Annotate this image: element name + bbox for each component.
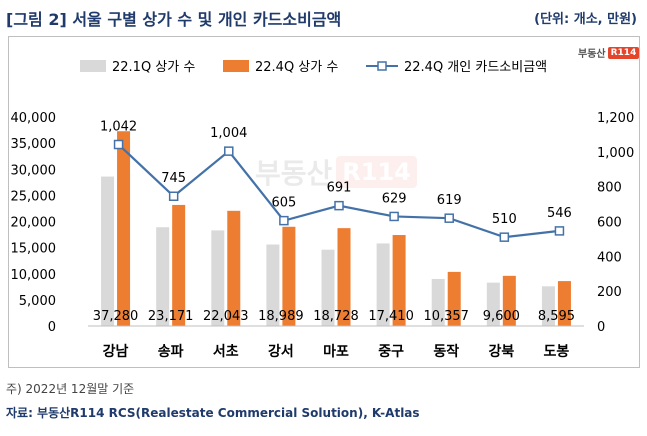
logo-box: R114 <box>607 46 640 59</box>
line-point-marker <box>168 191 179 201</box>
bar-22-4q <box>172 204 186 326</box>
legend-label: 22.1Q 상가 수 <box>112 60 195 75</box>
line-point-marker <box>113 139 124 150</box>
watermark-text: 부동산 <box>255 157 333 190</box>
line-value-label: 510 <box>492 212 517 227</box>
y-left-tick-label: 30,000 <box>11 163 57 178</box>
bar-22-4q <box>447 271 461 326</box>
bar-22-1q <box>321 249 335 326</box>
bar-value-label: 37,280 <box>93 309 139 324</box>
x-tick-label: 마포 <box>323 344 349 360</box>
y-right-tick-label: 800 <box>597 181 622 196</box>
bar-22-1q <box>376 243 390 326</box>
bar-22-1q <box>211 230 225 326</box>
bar-value-label: 10,357 <box>423 309 469 324</box>
bar-22-1q <box>486 282 500 326</box>
line-point-marker <box>334 200 344 211</box>
bar-22-4q <box>502 275 516 326</box>
y-left-tick-label: 15,000 <box>11 242 57 257</box>
line-value-label: 629 <box>382 191 407 206</box>
line-point-marker <box>554 226 565 236</box>
chart-title: [그림 2] 서울 구별 상가 수 및 개인 카드소비금액 <box>6 10 342 29</box>
y-left-tick-label: 20,000 <box>11 216 57 231</box>
line-point-marker <box>389 211 399 222</box>
x-tick-label: 강북 <box>488 343 514 360</box>
bar-value-label: 18,728 <box>313 309 359 324</box>
bar-22-4q <box>282 226 296 326</box>
legend-label: 22.4Q 개인 카드소비금액 <box>404 60 547 75</box>
legend-swatch-22-1q <box>80 60 106 72</box>
legend-label: 22.4Q 상가 수 <box>255 60 338 75</box>
bar-22-4q <box>557 281 571 326</box>
line-point-marker <box>444 213 454 223</box>
brand-logo: 부동산 R114 <box>578 45 640 60</box>
bar-22-1q <box>541 286 555 326</box>
y-right-tick-label: 400 <box>597 250 622 265</box>
line-point-marker <box>499 232 510 242</box>
watermark: 부동산 R114 <box>255 152 417 192</box>
logo-text: 부동산 <box>578 49 606 60</box>
source-note: 자료: 부동산R114 RCS(Realestate Commercial So… <box>6 406 420 420</box>
y-left-tick-label: 25,000 <box>11 189 57 204</box>
y-left-tick-label: 0 <box>48 320 56 335</box>
x-tick-label: 도봉 <box>544 344 570 360</box>
line-value-label: 605 <box>271 196 296 211</box>
unit-label: (단위: 개소, 만원) <box>534 12 637 27</box>
bar-value-label: 8,595 <box>538 309 575 324</box>
bar-value-label: 17,410 <box>368 309 414 324</box>
watermark-box: R114 <box>336 156 417 188</box>
y-right-tick-label: 1,000 <box>597 146 634 161</box>
y-left-tick-label: 35,000 <box>11 137 57 152</box>
x-tick-label: 중구 <box>378 344 404 360</box>
bar-22-4q <box>337 228 351 326</box>
bar-value-label: 22,043 <box>203 309 249 324</box>
line-value-label: 619 <box>437 193 462 208</box>
bar-22-1q <box>156 227 170 326</box>
line-point-marker <box>224 146 234 156</box>
y-left-tick-label: 40,000 <box>11 111 57 126</box>
y-right-tick-label: 0 <box>597 320 605 335</box>
x-tick-label: 서초 <box>213 344 239 360</box>
bar-value-label: 18,989 <box>258 309 304 324</box>
x-tick-label: 강서 <box>268 343 294 360</box>
line-point-marker <box>279 215 289 226</box>
legend-line-marker <box>377 61 387 71</box>
x-tick-label: 동작 <box>433 343 459 360</box>
bar-22-1q <box>101 176 115 326</box>
line-value-label: 1,042 <box>100 120 137 135</box>
line-value-label: 691 <box>327 181 352 196</box>
line-value-label: 546 <box>547 206 572 221</box>
bar-value-label: 9,600 <box>483 309 520 324</box>
y-left-tick-label: 5,000 <box>19 294 56 309</box>
y-right-tick-label: 600 <box>597 216 622 231</box>
bar-22-4q <box>227 210 241 326</box>
line-value-label: 745 <box>161 171 186 186</box>
x-tick-label: 강남 <box>103 343 129 360</box>
x-tick-label: 송파 <box>158 344 184 360</box>
y-left-tick-label: 10,000 <box>11 268 57 283</box>
legend-swatch-22-4q <box>223 60 249 72</box>
bar-22-4q <box>392 235 406 326</box>
footnote: 주) 2022년 12월말 기준 <box>6 382 135 396</box>
y-right-tick-label: 1,200 <box>597 111 634 126</box>
bar-22-1q <box>431 278 445 326</box>
line-value-label: 1,004 <box>210 126 247 141</box>
bar-22-4q <box>117 131 131 326</box>
y-right-tick-label: 200 <box>597 285 622 300</box>
bar-value-label: 23,171 <box>148 309 194 324</box>
bar-22-1q <box>266 244 280 326</box>
